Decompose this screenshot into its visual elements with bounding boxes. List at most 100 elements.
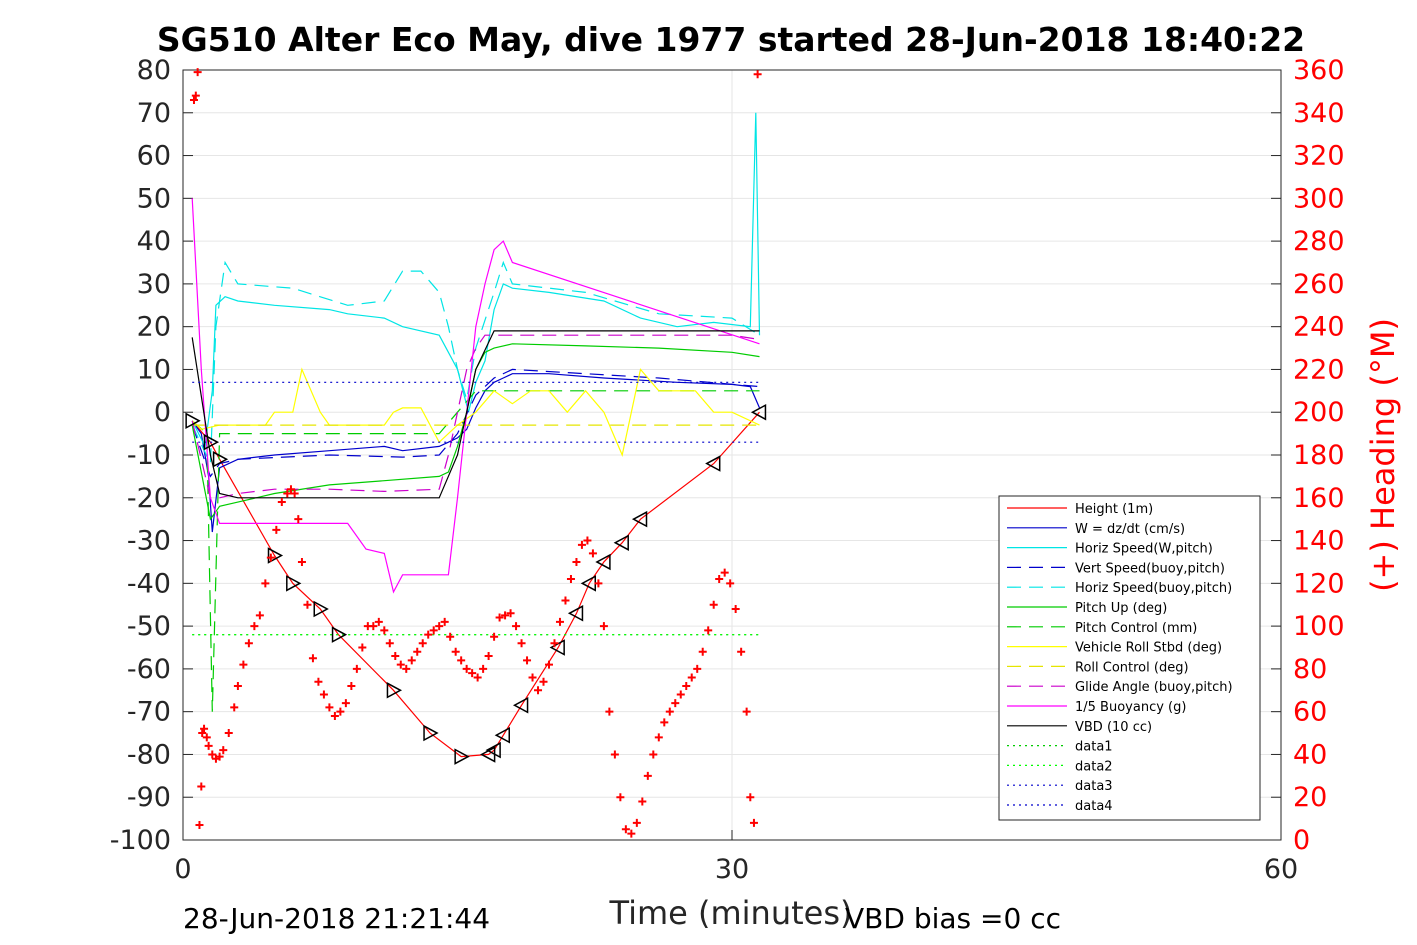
legend-entry: data4	[1075, 799, 1113, 814]
y-tick-label-right: 200	[1293, 397, 1345, 428]
y-tick-label-right: 80	[1293, 654, 1327, 685]
y-tick-label-right: 0	[1293, 825, 1310, 856]
heading-point	[380, 626, 389, 635]
height-marker	[485, 741, 501, 759]
heading-point	[290, 489, 299, 498]
heading-point	[239, 660, 248, 669]
x-axis-label: Time (minutes)	[609, 894, 853, 932]
y-tick-label-left: -30	[127, 526, 171, 557]
legend-entry: Horiz Speed(W,pitch)	[1075, 542, 1213, 557]
heading-point	[545, 660, 553, 669]
height-marker	[595, 553, 611, 571]
y-tick-label-left: -60	[127, 654, 171, 685]
y-tick-label-right: 260	[1293, 269, 1345, 300]
heading-point	[440, 617, 449, 626]
heading-point	[204, 741, 213, 750]
heading-point	[374, 617, 383, 626]
height-marker	[750, 403, 767, 421]
heading-point	[308, 654, 317, 663]
legend-entry: Pitch Control (mm)	[1075, 621, 1197, 636]
heading-point	[561, 596, 570, 605]
heading-point	[632, 818, 641, 827]
y-tick-label-right: 160	[1293, 483, 1345, 514]
height-marker	[313, 600, 329, 618]
y-tick-label-left: 0	[154, 397, 171, 428]
heading-point	[599, 622, 608, 631]
heading-point	[660, 718, 669, 727]
heading-point	[638, 797, 647, 806]
x-tick-label: 60	[1264, 854, 1298, 885]
plot-axes: 80706050403020100-10-20-30-40-50-60-70-8…	[110, 55, 1345, 885]
height-marker	[331, 626, 348, 643]
heading-point	[715, 575, 724, 584]
legend-entry: Glide Angle (buoy,pitch)	[1075, 680, 1233, 695]
heading-point	[621, 825, 630, 834]
heading-point	[197, 782, 206, 791]
legend-entry: 1/5 Buoyancy (g)	[1075, 700, 1186, 715]
heading-point	[654, 733, 663, 742]
x-tick-label: 0	[174, 854, 191, 885]
heading-point	[682, 682, 691, 690]
heading-point	[424, 630, 433, 639]
heading-point	[195, 821, 204, 830]
y-tick-label-left: -90	[127, 782, 171, 813]
heading-point	[336, 707, 345, 716]
legend: Height (1m) W = dz/dt (cm/s) Horiz Speed(W…	[998, 495, 1261, 821]
heading-point	[358, 643, 367, 652]
plot-area	[185, 68, 767, 838]
y-tick-label-right: 120	[1293, 568, 1345, 599]
y-tick-label-right: 20	[1293, 782, 1327, 813]
heading-point	[643, 771, 652, 780]
heading-point	[506, 609, 515, 618]
heading-point	[737, 647, 746, 656]
heading-point	[208, 750, 217, 759]
heading-point	[462, 664, 471, 673]
heading-point	[539, 677, 548, 686]
heading-point	[191, 91, 200, 100]
legend-entry: VBD (10 cc)	[1075, 720, 1152, 735]
series-line-3	[191, 368, 760, 478]
heading-point	[303, 600, 312, 609]
heading-point	[230, 703, 239, 712]
heading-point	[616, 793, 625, 802]
heading-point	[435, 622, 444, 631]
y-tick-label-right: 300	[1293, 183, 1345, 214]
heading-point	[572, 557, 581, 566]
height-marker	[386, 682, 403, 699]
y-tick-label-left: -40	[127, 568, 171, 599]
heading-point	[385, 639, 394, 648]
heading-point	[610, 750, 619, 759]
heading-point	[202, 733, 211, 742]
height-marker	[512, 696, 529, 714]
heading-point	[517, 639, 526, 648]
heading-point	[709, 600, 718, 609]
height-marker	[494, 726, 510, 744]
legend-entry: data3	[1075, 779, 1113, 794]
heading-point	[446, 632, 455, 641]
height-marker	[203, 433, 220, 451]
heading-point	[418, 639, 427, 648]
height-marker	[267, 547, 284, 564]
height-marker	[631, 510, 648, 528]
y-tick-label-right: 280	[1293, 226, 1345, 257]
heading-point	[219, 746, 228, 755]
heading-point	[294, 515, 303, 524]
height-marker	[286, 575, 302, 592]
heading-point	[198, 729, 207, 738]
heading-point	[457, 656, 466, 665]
heading-point	[200, 724, 209, 733]
y-tick-label-left: 70	[137, 98, 171, 129]
heading-point	[272, 525, 281, 534]
heading-point	[742, 707, 751, 716]
heading-point	[583, 536, 592, 545]
heading-point	[261, 579, 270, 588]
y-tick-label-right: 40	[1293, 739, 1327, 770]
heading-point	[286, 485, 295, 494]
heading-point	[283, 489, 292, 498]
heading-point	[501, 611, 510, 620]
heading-point	[594, 579, 603, 588]
heading-point	[402, 664, 411, 673]
legend-entry: Height (1m)	[1075, 502, 1153, 517]
footer-vbd-bias: VBD bias =0 cc	[845, 902, 1061, 935]
heading-point	[407, 656, 416, 665]
